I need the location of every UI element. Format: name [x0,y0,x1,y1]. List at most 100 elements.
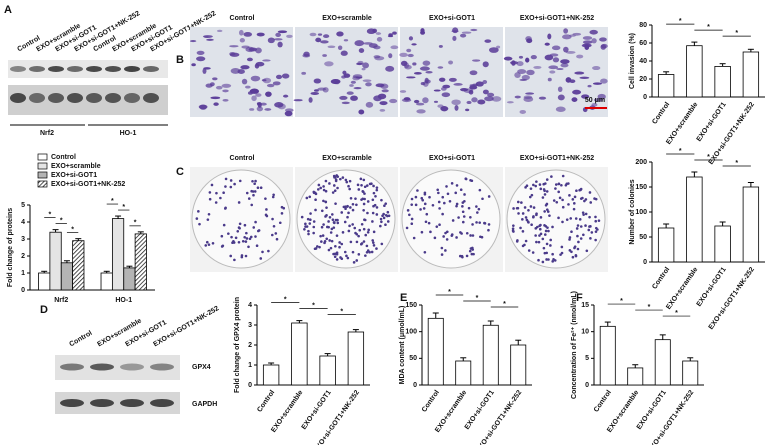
colony [476,211,479,214]
colony [231,241,234,245]
colony [438,207,441,210]
colony [320,225,324,229]
colony [423,202,427,206]
cell [255,47,262,54]
colony [469,247,473,250]
colony [236,229,240,233]
colony [372,230,376,234]
cell [465,108,470,112]
colony [414,195,418,199]
colony [328,215,332,219]
sig-label: * [111,198,114,205]
panel-label: A [4,4,12,16]
colony [367,228,370,232]
colony [224,206,227,210]
colony [538,183,542,186]
legend-swatch [37,153,48,161]
cell [516,61,524,67]
cell [565,50,576,54]
cell [212,77,218,81]
cell [482,61,489,68]
bar [682,360,699,386]
sig-label: * [679,18,682,25]
colony [238,179,242,183]
colony [319,186,322,190]
colony [574,217,578,220]
colony [539,232,543,236]
cell [272,81,281,86]
plate [296,169,396,269]
cell [451,30,459,33]
colony [345,180,349,184]
sig-label: * [340,308,343,315]
cell [315,37,322,43]
colony [346,215,349,219]
colony [543,210,546,213]
colony [250,189,253,193]
scale-bar-label: 50 μm [585,97,605,104]
cell [572,89,582,95]
cell [267,37,275,44]
cell [555,106,566,112]
sig-label: * [476,295,479,302]
bar [686,45,703,98]
colony [558,196,562,200]
colony [455,236,458,239]
colony [541,196,545,199]
colony [515,240,519,243]
colony [366,200,370,203]
cell [255,93,262,97]
colony [416,189,419,192]
colony [355,240,359,244]
colony [362,202,366,206]
cell [533,65,542,69]
cell [416,109,426,114]
cell [250,75,261,82]
colony [583,199,586,203]
colony [570,250,573,254]
blot-band [86,93,102,103]
blot-band [48,93,64,103]
colony [347,184,350,188]
colony [317,183,321,187]
cell [230,67,241,74]
colony [429,230,432,234]
colony [573,195,577,199]
colony [363,218,367,222]
colony [314,198,317,202]
error-bar [103,270,110,273]
colony [224,177,228,181]
colony [459,188,463,192]
colony [554,187,557,190]
cell [189,40,197,43]
colony [264,197,267,200]
colony [428,195,431,199]
colony [535,240,538,244]
colony [436,188,439,192]
colony [461,220,465,224]
colony [579,225,583,228]
x-tick-label: Control [256,389,276,413]
cell [261,79,267,82]
colony [321,234,325,237]
colony [568,194,571,197]
colony [532,206,536,209]
error-bar [691,41,698,46]
colony [423,192,427,196]
y-axis-label: Concentration of Fe²⁺ (nmol/mL) [571,291,578,399]
colony [536,225,539,229]
colony [551,252,554,256]
colony [206,218,210,221]
y-tick-label: 0 [643,94,647,101]
error-bar [632,364,639,368]
plate [401,169,501,269]
colony [371,220,374,223]
colony [465,231,469,235]
colony [345,254,348,258]
bar [319,355,336,386]
y-axis-label: Fold change of proteins [7,208,14,287]
colony [250,203,254,207]
error-bar [352,329,359,332]
colony [254,220,257,224]
colony [441,195,445,199]
